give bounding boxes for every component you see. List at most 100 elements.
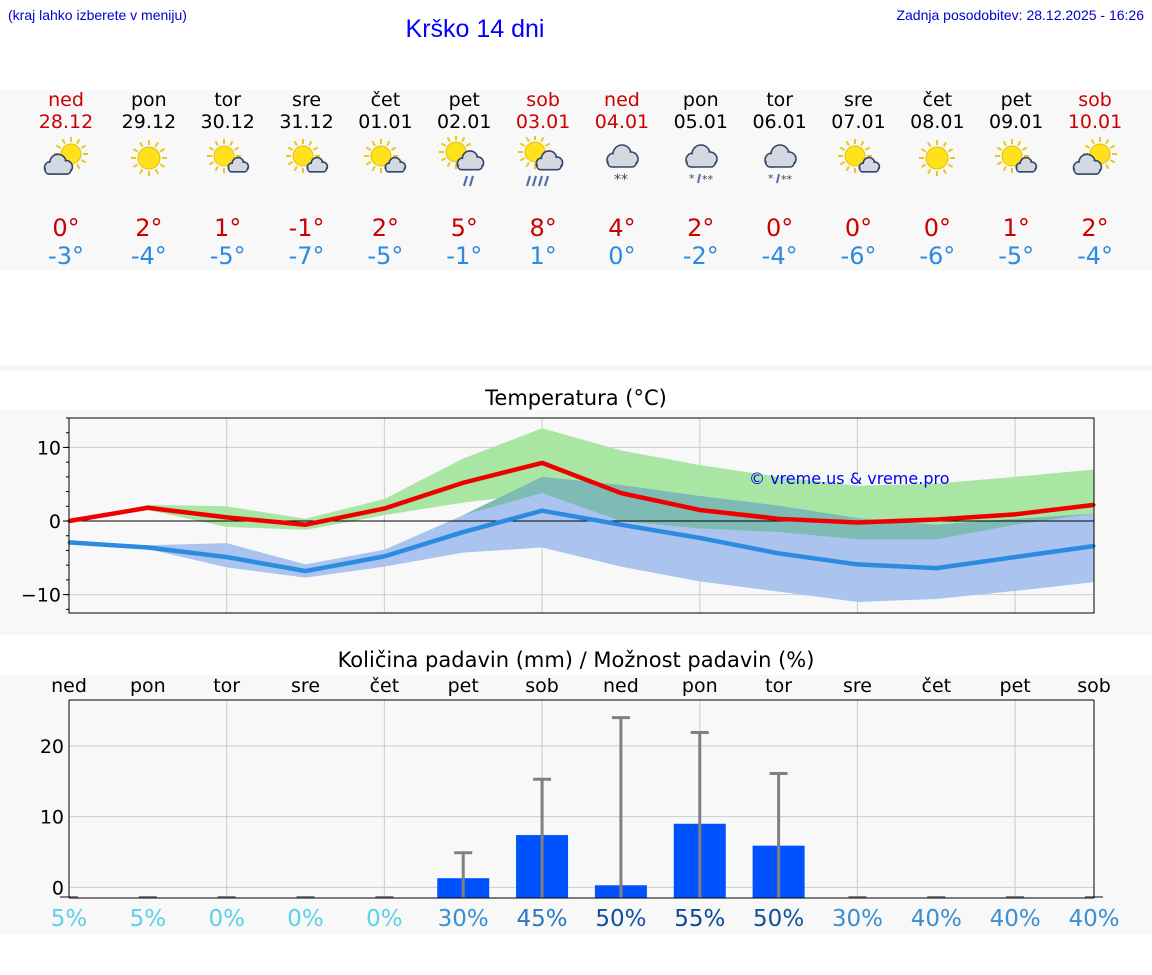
day-column: sre 31.12 -1° -7° [262, 90, 352, 270]
min-temperature: -6° [840, 242, 877, 270]
max-temperature-line-point [777, 517, 781, 521]
cloud-shape [857, 156, 880, 173]
min-temperature: -5° [998, 242, 1035, 270]
precipitation-probability: 5% [51, 906, 88, 932]
min-temperature: -5° [367, 242, 404, 270]
y-tick-label: 0 [49, 511, 61, 533]
max-temperature-line-point [619, 491, 623, 495]
cloud-shape [535, 150, 564, 171]
cloud-shape [1072, 153, 1103, 175]
day-name: sob [526, 89, 560, 111]
plot-area [69, 700, 1094, 898]
max-temperature: 0° [52, 214, 80, 242]
min-temperature: 1° [529, 242, 557, 270]
sun-cloud-rain-icon [419, 134, 509, 214]
day-column: sob 10.01 2° -4° [1050, 90, 1140, 270]
min-temperature: -4° [761, 242, 798, 270]
precipitation-probability: 45% [517, 906, 568, 932]
precipitation-probability: 5% [130, 906, 167, 932]
day-date: 08.01 [910, 111, 965, 133]
max-temperature: 5° [450, 214, 478, 242]
max-temperature: 1° [214, 214, 242, 242]
sun-icon [104, 134, 194, 214]
max-temperature-line-point [698, 508, 702, 512]
precipitation-probability: 50% [595, 906, 646, 932]
max-temperature: 4° [608, 214, 636, 242]
precipitation-chart: ned pon tor sre čet pet sob ned pon tor sre čet pet s… [40, 675, 1120, 932]
max-temperature-line-point [225, 515, 229, 519]
cloud-sleet-icon: * ** [735, 134, 825, 214]
day-name: sre [844, 89, 873, 111]
sun-rays [995, 139, 1030, 173]
precipitation-probability: 30% [832, 906, 883, 932]
max-temperature: 0° [766, 214, 794, 242]
min-temperature-line-point [777, 551, 781, 555]
day-column: pet 02.01 5° -1° [419, 90, 509, 270]
plot-frame [68, 417, 1095, 614]
day-column: sob 03.01 8° 1° [498, 90, 588, 270]
sun-rays [130, 140, 167, 176]
precipitation-probability: 30% [438, 906, 489, 932]
min-temperature: 0° [608, 242, 636, 270]
precipitation-chart-title: Količina padavin (mm) / Možnost padavin … [337, 648, 815, 672]
day-name: pet [1000, 89, 1032, 111]
min-temperature-line-point [382, 554, 386, 558]
menu-hint: (kraj lahko izberete v meniju) [8, 7, 187, 23]
max-temperature: 2° [135, 214, 163, 242]
min-temperature-line-point [698, 536, 702, 540]
day-name: sre [292, 89, 322, 111]
divider [0, 365, 1152, 371]
max-temperature: 1° [1002, 214, 1030, 242]
cloud-sleet-icon: * ** [656, 134, 746, 214]
cloud-shape [384, 156, 407, 173]
day-column: pon 05.01 * ** 2° -2° [656, 90, 746, 270]
x-category-label: sob [525, 675, 559, 697]
day-column: ned 04.01 ** 4° 0° [577, 90, 667, 270]
day-column: sre 07.01 0° -6° [814, 90, 904, 270]
x-category-label: sob [1077, 675, 1111, 697]
range-overlap [69, 476, 1094, 565]
precipitation-probability: 0% [287, 906, 324, 932]
day-name: pon [130, 89, 167, 111]
min-temperature-line-point [619, 523, 623, 527]
sun-rays [919, 140, 956, 176]
day-date: 31.12 [279, 111, 334, 133]
sun-cloud-icon [1050, 134, 1140, 214]
svg-text:*: * [768, 172, 774, 185]
day-name: tor [766, 89, 794, 111]
max-temperature-line-point [146, 506, 150, 510]
max-temperature-line [68, 460, 1095, 527]
cloud-shape [43, 153, 74, 175]
y-tick-label: 10 [37, 437, 61, 459]
max-temperature: 8° [529, 214, 557, 242]
max-temperature: 0° [923, 214, 951, 242]
precipitation-probability: 0% [208, 906, 245, 932]
day-name: pon [682, 89, 719, 111]
x-category-label: ned [51, 675, 87, 697]
max-temperature-line-point [934, 518, 938, 522]
sun-small-cloud-icon [340, 134, 430, 214]
cloud-shape [227, 156, 249, 173]
y-tick-label: 0 [52, 877, 64, 899]
y-tick-label: −10 [21, 585, 61, 607]
day-name: pet [448, 89, 480, 111]
day-date: 04.01 [594, 111, 650, 133]
forecast-strip [0, 90, 1152, 270]
day-date: 02.01 [437, 111, 492, 133]
watermark: © vreme.us & vreme.pro [749, 469, 950, 488]
cloud-shape [305, 156, 328, 173]
day-column: čet 01.01 2° -5° [340, 90, 430, 270]
page-title: Krško 14 dni [405, 15, 545, 43]
cloud-snow-icon: ** [577, 134, 667, 214]
max-temperature-line-point [1013, 512, 1017, 516]
max-temperature-line-point [540, 461, 544, 465]
sun-icon [892, 134, 982, 214]
svg-text:**: ** [781, 173, 793, 186]
sun-cloud-icon [21, 134, 111, 214]
day-date: 05.01 [673, 111, 728, 133]
day-column: pet 09.01 1° -5° [971, 90, 1061, 270]
min-temperature: -4° [1077, 242, 1114, 270]
day-date: 29.12 [121, 111, 177, 133]
sun-cloud-heavy-rain-icon [498, 134, 588, 214]
max-temperature: 2° [687, 214, 715, 242]
